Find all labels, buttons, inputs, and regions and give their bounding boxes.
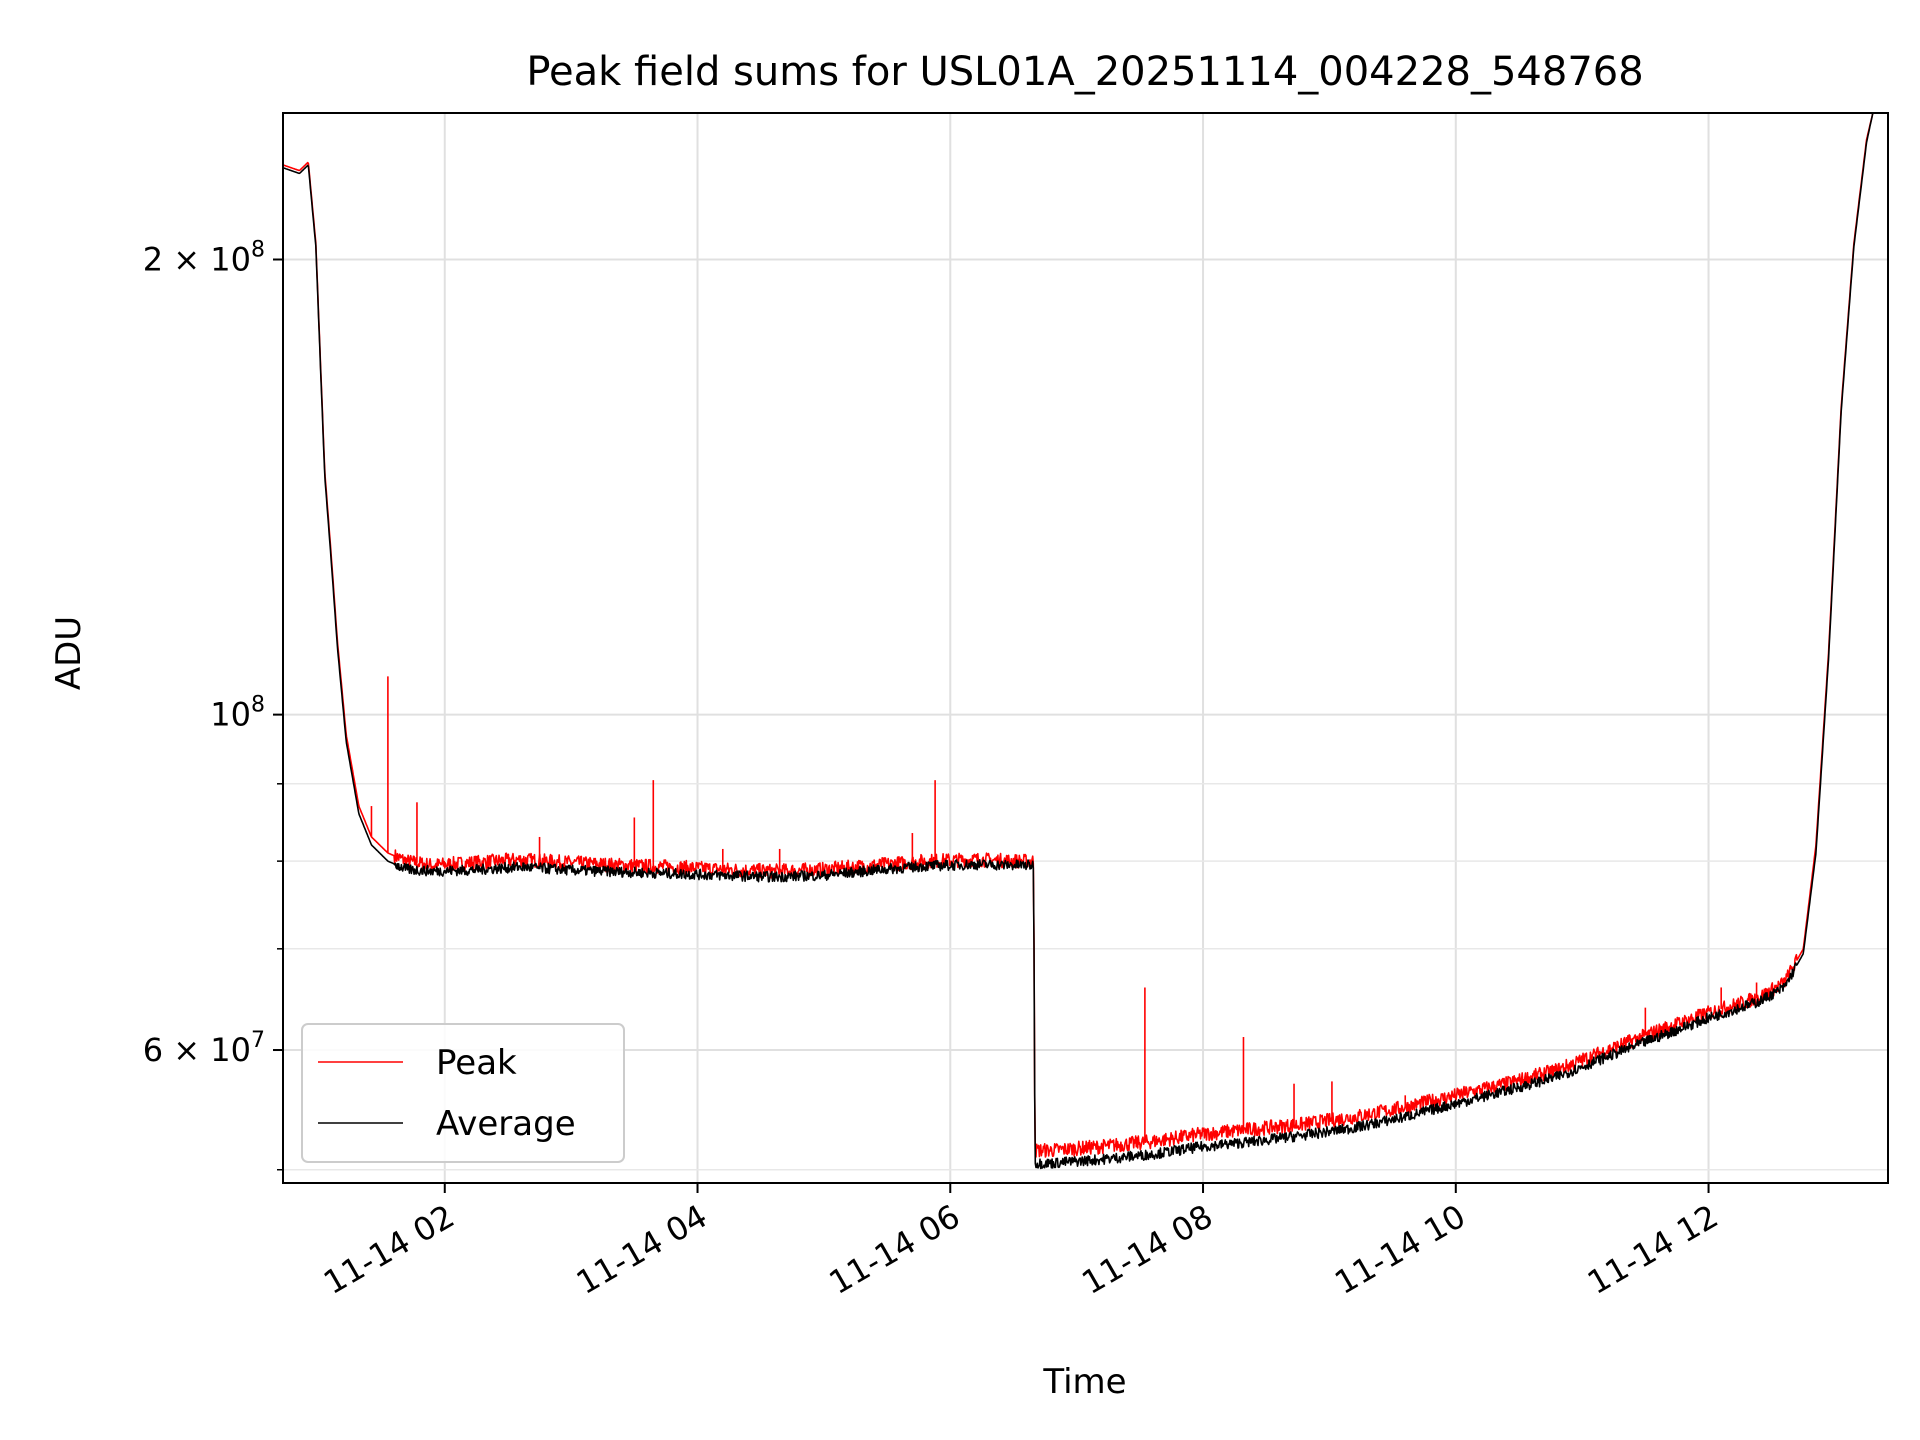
- legend: Peak Average: [301, 1023, 625, 1163]
- x-tick-label: 11-14 10: [1328, 1197, 1472, 1302]
- y-tick-base: 2 × 10: [143, 241, 251, 279]
- legend-box: [301, 1023, 625, 1163]
- y-tick-base: 6 × 10: [143, 1031, 251, 1069]
- y-tick-label: 2 × 108: [143, 238, 265, 279]
- series-average-line: [283, 113, 1888, 1170]
- x-axis: 11-14 02 11-14 04 11-14 06 11-14 08 11-14 10…: [317, 1183, 1725, 1302]
- x-tick-label: 11-14 02: [317, 1197, 461, 1302]
- series-peak-line: [283, 113, 1888, 1158]
- y-tick-label: 6 × 107: [143, 1028, 265, 1069]
- plot-area: [283, 113, 1888, 1170]
- y-tick-exponent: 8: [251, 238, 265, 263]
- y-tick-base: 10: [210, 696, 251, 734]
- x-tick-label: 11-14 08: [1075, 1197, 1219, 1302]
- x-tick-label: 11-14 12: [1581, 1197, 1725, 1302]
- y-tick-exponent: 8: [251, 693, 265, 718]
- legend-average-label: Average: [436, 1104, 576, 1144]
- x-tick-label: 11-14 06: [823, 1197, 967, 1302]
- plot-frame: [282, 112, 1889, 1184]
- grid-lines: [283, 113, 1888, 1183]
- chart-title: Peak field sums for USL01A_20251114_0042…: [526, 49, 1643, 95]
- y-tick-exponent: 7: [251, 1028, 265, 1053]
- x-tick-label: 11-14 04: [570, 1197, 714, 1302]
- x-axis-label: Time: [1042, 1362, 1126, 1402]
- y-axis-label: ADU: [49, 616, 89, 690]
- legend-peak-label: Peak: [436, 1043, 517, 1083]
- y-tick-label: 108: [210, 693, 265, 734]
